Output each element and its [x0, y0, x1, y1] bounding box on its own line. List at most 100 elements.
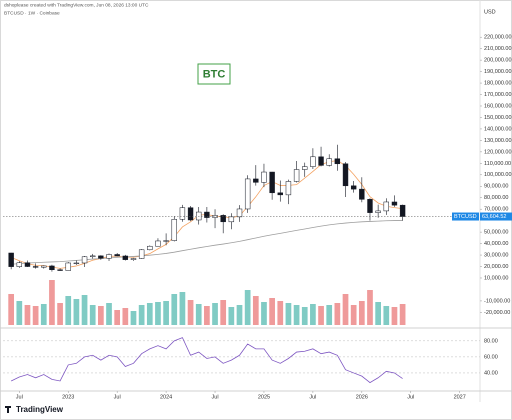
candle-body	[383, 201, 389, 212]
y-tick-label: 30,000.00	[484, 253, 508, 259]
candle-body	[293, 169, 300, 182]
volume-bar	[375, 302, 381, 325]
x-tick-label: Jul	[16, 394, 23, 400]
y-tick-label: 120,000.00	[484, 149, 512, 155]
x-tick-label: Jul	[407, 394, 414, 400]
y-tick-label: -10,000.00	[484, 298, 510, 304]
currency: USD	[484, 9, 496, 15]
candle-body	[253, 178, 259, 183]
volume-bar	[155, 302, 161, 325]
candle-body	[261, 171, 267, 183]
candle-body	[220, 215, 226, 223]
volume-bar	[8, 294, 15, 325]
symbol-tag: BTCUSD	[454, 214, 477, 220]
x-tick-label: 2024	[160, 394, 172, 400]
y-tick-label: 10,000.00	[484, 275, 508, 281]
volume-bar	[81, 295, 88, 325]
y-tick-label: 220,000.00	[484, 35, 512, 41]
candle-body	[244, 178, 251, 210]
y-tick-label: 90,000.00	[484, 184, 508, 190]
candle-body	[8, 252, 14, 267]
candle-body	[302, 166, 308, 170]
candle-body	[122, 255, 129, 260]
candle-body	[375, 210, 381, 213]
x-tick-label: Jul	[309, 394, 316, 400]
candle-body	[367, 199, 373, 213]
volume-bar	[383, 306, 390, 325]
volume-bar	[187, 300, 194, 325]
candle-body	[359, 188, 365, 200]
logo: TradingView	[16, 405, 64, 414]
volume-bar	[89, 305, 96, 325]
symbol-tag-box	[452, 212, 479, 221]
candle-body	[163, 240, 169, 242]
annotation-box	[197, 63, 231, 85]
candle-body	[130, 258, 137, 260]
candle-body	[32, 266, 39, 268]
volume-bar	[301, 307, 308, 325]
candle-body	[350, 185, 357, 190]
candle-body	[196, 211, 202, 221]
price-tag: 63,604.52	[482, 214, 506, 220]
symbol: BTCUSD · 1W · Coinbase	[4, 10, 60, 16]
candle-body	[57, 269, 63, 271]
candle-body	[65, 262, 71, 271]
candle-body	[318, 156, 324, 166]
candle-body	[171, 219, 177, 241]
y-tick-label: 40,000.00	[484, 241, 508, 247]
y-tick-label: 130,000.00	[484, 138, 512, 144]
volume-bar	[122, 308, 129, 325]
candle-body	[399, 204, 406, 217]
y-tick-label: 20,000.00	[484, 264, 508, 270]
y-tick-label: 100,000.00	[484, 172, 512, 178]
volume-bar	[32, 306, 39, 325]
candle-body	[204, 211, 210, 218]
volume-bar	[318, 306, 324, 325]
candle-body	[90, 255, 96, 258]
volume-bar	[16, 301, 23, 325]
y-tick-label: 160,000.00	[484, 103, 512, 109]
volume-bar	[40, 304, 47, 325]
y-tick-label: 190,000.00	[484, 69, 512, 75]
candle-body	[285, 181, 292, 196]
candle-body	[334, 158, 341, 165]
volume-bar	[391, 307, 398, 325]
candle-body	[236, 208, 243, 218]
volume-bar	[204, 306, 210, 325]
volume-bar	[179, 292, 186, 325]
y-tick-label: 180,000.00	[484, 81, 512, 87]
y-tick-label: 210,000.00	[484, 46, 512, 52]
candle-body	[277, 192, 283, 196]
candle-body	[98, 255, 104, 259]
volume-bar	[269, 298, 275, 325]
volume-bar	[326, 305, 333, 325]
volume-bar	[244, 290, 251, 325]
volume-bar	[195, 304, 202, 325]
volume-bar	[277, 301, 284, 325]
y-tick-label: 70,000.00	[484, 207, 508, 213]
volume-bar	[57, 303, 63, 325]
volume-bar	[130, 311, 137, 325]
volume-bar	[138, 305, 145, 325]
volume-bar	[171, 294, 178, 325]
rsi-tick-label: 60.00	[484, 354, 498, 360]
candle-body	[49, 265, 55, 270]
y-tick-label: 150,000.00	[484, 115, 512, 121]
y-tick-label: 170,000.00	[484, 92, 512, 98]
candle-body	[81, 256, 88, 264]
x-tick-label: 2027	[454, 394, 466, 400]
volume-bar	[163, 301, 169, 325]
volume-bar	[65, 296, 72, 325]
candle-body	[138, 249, 145, 259]
candle-body	[41, 265, 47, 268]
candle-body	[228, 216, 235, 223]
volume-bar	[73, 299, 80, 325]
volume-bar	[261, 302, 267, 325]
rsi-line	[10, 337, 403, 384]
y-tick-label: 140,000.00	[484, 126, 512, 132]
volume-bar	[49, 280, 55, 325]
candle-body	[391, 201, 398, 206]
volume-bar	[212, 303, 218, 325]
annotation: BTC	[203, 68, 226, 80]
